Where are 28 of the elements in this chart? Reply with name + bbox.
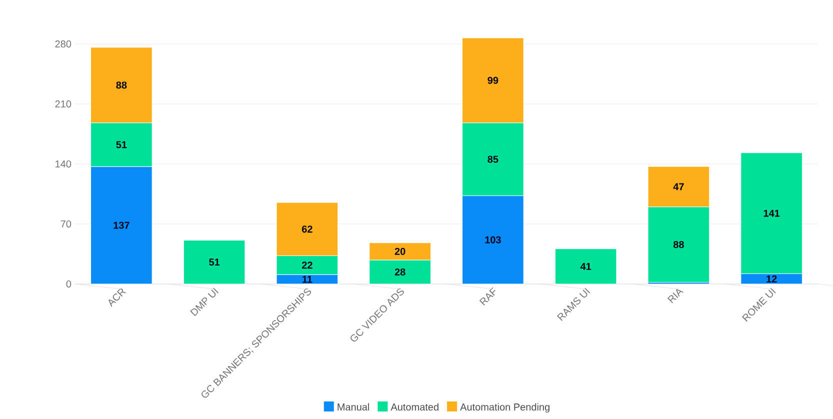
data-label: 62	[302, 226, 312, 233]
y-tick-label: 0	[66, 280, 72, 288]
data-label: 99	[488, 76, 498, 84]
data-label: 11	[302, 276, 312, 283]
data-label: 51	[209, 258, 220, 266]
data-label: 41	[580, 262, 592, 270]
y-tick-label: 280	[55, 40, 72, 48]
data-label: 88	[116, 82, 127, 89]
y-tick-label: 140	[56, 160, 72, 168]
data-label: 137	[114, 222, 130, 229]
bar	[183, 240, 246, 284]
legend-label: Automated	[390, 403, 438, 411]
data-label: 85	[488, 156, 498, 163]
data-label: 28	[394, 268, 406, 276]
data-label: 20	[394, 248, 406, 255]
data-label: 51	[116, 141, 127, 148]
data-label: 88	[673, 241, 684, 248]
y-tick-label: 210	[55, 100, 72, 108]
x-tick-label: RIA	[667, 289, 684, 304]
legend-label: Manual	[338, 403, 370, 411]
bar	[554, 248, 617, 284]
data-label: 103	[485, 236, 501, 244]
data-label: 141	[764, 210, 780, 217]
y-tick-label: 70	[60, 220, 72, 228]
legend-label: Automation Pending	[460, 403, 550, 413]
data-label: 22	[302, 262, 312, 269]
data-label: 47	[673, 183, 684, 190]
data-label: 12	[766, 275, 777, 282]
